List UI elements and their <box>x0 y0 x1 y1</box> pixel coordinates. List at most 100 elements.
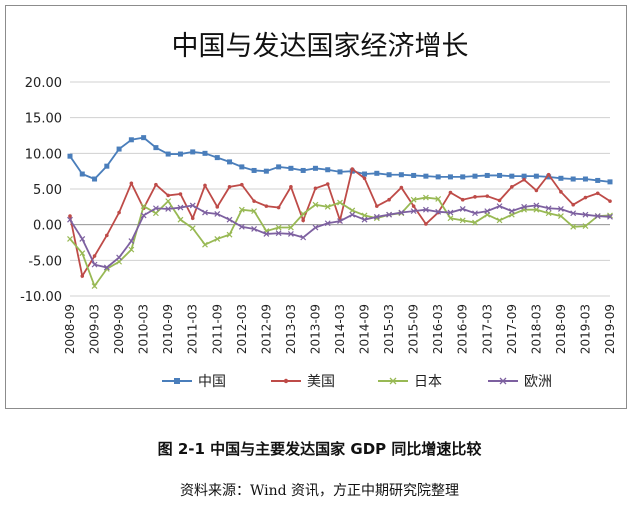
data-point <box>251 226 258 232</box>
data-point <box>484 208 491 215</box>
y-tick-label: 20.00 <box>25 76 62 91</box>
legend-label: 欧洲 <box>524 374 552 390</box>
data-point <box>362 171 368 177</box>
data-point <box>472 173 478 179</box>
data-point <box>386 172 392 178</box>
data-point <box>447 215 454 222</box>
data-point <box>202 150 208 156</box>
x-tick-label: 2010-09 <box>161 304 175 354</box>
data-point <box>324 203 331 210</box>
data-point <box>570 210 577 217</box>
data-point <box>337 218 343 225</box>
data-point <box>509 173 515 179</box>
data-point <box>435 196 442 202</box>
y-tick-label: 5.00 <box>33 183 62 198</box>
data-point <box>485 194 490 198</box>
data-point <box>337 169 343 175</box>
data-point <box>570 223 577 230</box>
data-point <box>166 193 170 198</box>
data-point <box>324 220 331 227</box>
data-point <box>178 192 183 196</box>
data-point <box>264 204 269 208</box>
x-tick-label: 2015-03 <box>382 304 396 354</box>
gdp-growth-line-chart: 中国与发达国家经济增长 20.00 15.00 10.00 5.00 0.00 -5.00 -… <box>20 31 617 390</box>
data-point <box>398 172 404 178</box>
data-point <box>300 211 307 217</box>
data-point <box>152 210 159 217</box>
data-point <box>546 172 551 177</box>
data-point <box>240 182 244 187</box>
data-point <box>190 149 196 155</box>
data-point <box>447 174 453 180</box>
data-point <box>484 172 490 178</box>
data-point <box>557 206 564 212</box>
data-point <box>287 224 294 231</box>
data-point <box>571 202 575 207</box>
x-tick-label: 2008-09 <box>63 304 77 354</box>
data-point <box>153 145 159 151</box>
data-point <box>472 210 478 217</box>
legend-label: 日本 <box>414 374 442 390</box>
data-point <box>300 167 306 173</box>
data-point <box>375 204 379 208</box>
data-point <box>104 163 110 169</box>
data-point <box>350 167 355 171</box>
data-point <box>116 254 123 261</box>
data-point <box>202 209 208 216</box>
data-point <box>214 236 221 242</box>
data-point <box>387 197 391 202</box>
data-point <box>116 258 123 265</box>
x-tick-label: 2010-03 <box>137 304 151 354</box>
data-point <box>435 174 441 180</box>
data-point <box>67 216 73 223</box>
data-point <box>189 225 196 232</box>
data-point <box>203 183 207 188</box>
figure-caption: 图 2-1 中国与主要发达国家 GDP 同比增速比较 <box>157 440 482 458</box>
data-point <box>473 195 477 199</box>
data-point <box>399 185 404 190</box>
data-point <box>189 202 196 209</box>
data-point <box>252 199 256 203</box>
data-point <box>362 176 367 181</box>
x-tick-label: 2013-03 <box>284 304 298 354</box>
legend-label: 中国 <box>198 374 226 390</box>
data-point <box>275 230 282 237</box>
data-point <box>422 206 429 213</box>
data-point <box>91 283 98 289</box>
y-tick-label: 10.00 <box>25 147 62 162</box>
data-point <box>79 250 86 257</box>
legend-label: 美国 <box>307 374 335 390</box>
data-point <box>557 213 564 220</box>
data-point <box>460 197 465 202</box>
x-tick-label: 2013-09 <box>308 304 322 354</box>
y-tick-label: 0.00 <box>33 219 62 234</box>
data-point <box>448 190 453 195</box>
data-point <box>361 216 368 223</box>
legend-marker <box>389 377 397 385</box>
data-point <box>496 203 503 210</box>
data-point <box>373 213 380 220</box>
y-tick-label: -5.00 <box>28 254 62 269</box>
data-point <box>215 205 220 209</box>
data-point <box>386 211 393 218</box>
data-point <box>325 182 330 186</box>
data-point <box>521 203 528 210</box>
x-tick-label: 2012-09 <box>259 304 273 354</box>
data-point <box>227 159 233 165</box>
y-tick-label: -10.00 <box>20 290 62 305</box>
data-point <box>226 231 233 238</box>
data-point <box>313 186 318 191</box>
x-tick-label: 2016-09 <box>456 304 470 354</box>
data-point <box>152 205 159 212</box>
data-point <box>141 135 147 141</box>
x-tick-label: 2018-09 <box>554 304 568 354</box>
data-point <box>460 174 466 180</box>
data-point <box>190 216 195 221</box>
data-point <box>546 174 552 180</box>
data-point <box>92 176 98 182</box>
data-point <box>276 205 281 210</box>
x-tick-label: 2019-03 <box>578 304 592 354</box>
data-point <box>91 261 98 268</box>
legend-marker <box>283 378 289 384</box>
data-point <box>508 208 515 215</box>
